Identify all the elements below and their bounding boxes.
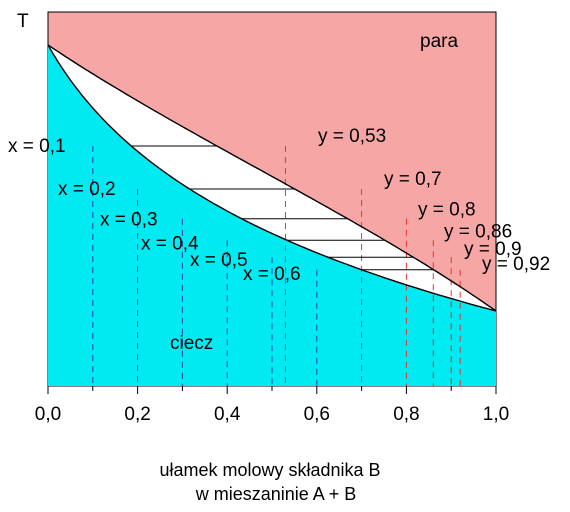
x-tick-label: 0,8 bbox=[393, 404, 419, 425]
x-composition-label: x = 0,1 bbox=[8, 136, 66, 157]
liquid-curve bbox=[47, 44, 497, 312]
y-composition-label: y = 0,7 bbox=[384, 169, 442, 190]
vapor-region-label: para bbox=[420, 31, 458, 52]
vapor-curve bbox=[47, 44, 497, 312]
axes: 0,0 0,2 0,4 0,6 0,8 1,0 bbox=[35, 386, 509, 425]
x-tick-label: 0,6 bbox=[304, 404, 330, 425]
x-composition-label: x = 0,4 bbox=[141, 233, 199, 254]
x-tick-label: 0,4 bbox=[214, 404, 241, 425]
y-composition-label: y = 0,86 bbox=[444, 221, 512, 242]
x-tick-label: 0,2 bbox=[124, 404, 150, 425]
x-composition-label: x = 0,3 bbox=[100, 210, 158, 231]
x-axis-title-line2: w mieszaninie A + B bbox=[195, 484, 357, 504]
x-tick-label: 0,0 bbox=[35, 404, 61, 425]
tie-line-labels: x = 0,1 y = 0,53 x = 0,2 y = 0,7 x = 0,3 y = … bbox=[8, 126, 550, 285]
y-axis-label: T bbox=[17, 11, 29, 32]
y-composition-label: y = 0,8 bbox=[418, 200, 476, 221]
two-phase-region bbox=[48, 45, 496, 311]
liquid-region bbox=[48, 45, 496, 386]
x-tick-label: 1,0 bbox=[483, 404, 509, 425]
x-composition-label: x = 0,6 bbox=[243, 264, 301, 285]
liquid-region-label: ciecz bbox=[170, 333, 213, 354]
x-composition-label: x = 0,2 bbox=[58, 179, 116, 200]
y-composition-label: y = 0,92 bbox=[482, 254, 550, 275]
tie-lines bbox=[92, 145, 461, 386]
x-axis-title-line1: ułamek molowy składnika B bbox=[159, 460, 380, 480]
y-composition-label: y = 0,9 bbox=[464, 239, 522, 260]
y-composition-label: y = 0,53 bbox=[318, 126, 386, 147]
x-composition-label: x = 0,5 bbox=[190, 250, 248, 271]
